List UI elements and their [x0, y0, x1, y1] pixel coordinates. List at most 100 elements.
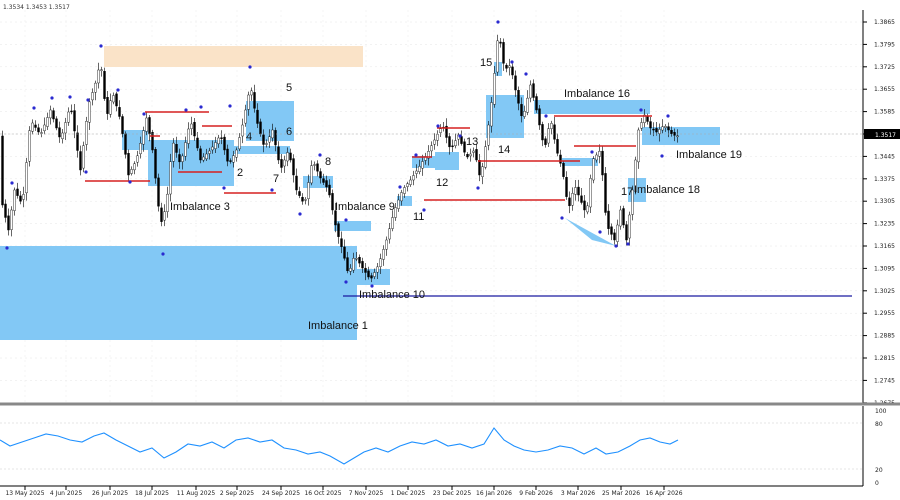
- price-tick-label: 1.2815: [874, 355, 895, 362]
- candle-body: [127, 153, 130, 176]
- candle-body: [274, 130, 277, 146]
- candle-body: [382, 249, 385, 260]
- candle-body: [664, 126, 667, 128]
- candle-body: [361, 261, 364, 269]
- label-2: 2: [237, 167, 243, 179]
- candle-body: [577, 186, 580, 196]
- label-imbalance-1: Imbalance 1: [308, 320, 368, 332]
- price-tick-label: 1.3235: [874, 221, 895, 228]
- imbalance-zones: [0, 46, 720, 340]
- candle-body: [199, 148, 202, 161]
- label-7: 7: [273, 173, 279, 185]
- fractal-marker: [370, 284, 374, 288]
- candle-body: [460, 136, 463, 144]
- candle-body: [160, 207, 163, 222]
- candle-body: [262, 134, 265, 145]
- candle-body: [130, 169, 133, 174]
- candle-body: [355, 258, 358, 260]
- candle-body: [403, 187, 406, 194]
- fractal-marker: [228, 104, 232, 108]
- candle-body: [37, 127, 40, 133]
- candle-body: [316, 163, 319, 172]
- candle-body: [154, 149, 157, 179]
- fractal-marker: [116, 88, 120, 92]
- time-tick-label: 13 May 2025: [5, 490, 44, 497]
- time-tick-label: 11 Aug 2025: [177, 490, 216, 497]
- candle-body: [391, 217, 394, 229]
- candle-body: [97, 69, 100, 84]
- price-tick-label: 1.3305: [874, 198, 895, 205]
- candle-body: [106, 97, 109, 114]
- fractal-marker: [10, 181, 14, 185]
- fractal-marker: [666, 114, 670, 118]
- candle-body: [214, 142, 217, 149]
- candle-body: [463, 141, 466, 153]
- candle-body: [139, 142, 142, 155]
- candle-body: [547, 128, 550, 144]
- candle-body: [91, 92, 94, 101]
- candle-body: [178, 154, 181, 163]
- candle-body: [484, 146, 487, 168]
- candle-body: [574, 187, 577, 195]
- price-tick-label: 1.3865: [874, 19, 895, 26]
- candle-body: [238, 137, 241, 150]
- candle-body: [22, 194, 25, 200]
- fractal-marker: [199, 105, 203, 109]
- candle-body: [19, 195, 22, 202]
- label-imbalance-10: Imbalance 10: [359, 289, 425, 301]
- candle-body: [190, 123, 193, 129]
- candle-body: [253, 92, 256, 109]
- candle-body: [148, 117, 151, 135]
- zone: [562, 158, 598, 166]
- candle-body: [1, 135, 4, 206]
- candle-body: [112, 95, 115, 103]
- candle-body: [466, 154, 469, 158]
- candle-body: [346, 257, 349, 272]
- candle-body: [31, 122, 34, 132]
- candle-body: [61, 132, 64, 140]
- candle-body: [625, 224, 628, 241]
- candle-body: [583, 200, 586, 211]
- candle-body: [370, 275, 373, 279]
- candle-body: [277, 146, 280, 161]
- candle-body: [526, 97, 529, 113]
- oscillator-tick-label: 20: [875, 467, 883, 474]
- candle-body: [205, 153, 208, 160]
- price-tick-label: 1.3795: [874, 41, 895, 48]
- price-tick-label: 1.2885: [874, 333, 895, 340]
- candle-body: [418, 166, 421, 173]
- candle-body: [430, 145, 433, 152]
- candle-body: [559, 154, 562, 164]
- candle-body: [598, 151, 601, 157]
- fractal-marker: [298, 212, 302, 216]
- time-tick-label: 16 Apr 2026: [645, 490, 682, 497]
- oscillator-tick-label: 80: [875, 421, 883, 428]
- zone: [435, 152, 459, 170]
- candle-body: [637, 129, 640, 163]
- candle-body: [157, 177, 160, 207]
- zone: [343, 269, 390, 285]
- candle-body: [232, 155, 235, 163]
- candle-body: [301, 196, 304, 202]
- candle-body: [226, 148, 229, 162]
- candle-body: [646, 116, 649, 122]
- oscillator-pane: 100 80 20 0: [0, 408, 887, 487]
- fractal-marker: [560, 216, 564, 220]
- candle-body: [142, 130, 145, 145]
- candle-body: [472, 150, 475, 153]
- fractal-marker: [86, 98, 90, 102]
- label-8: 8: [325, 156, 331, 168]
- annotations: Imbalance 1 Imbalance 3 Imbalance 9 Imba…: [170, 57, 742, 332]
- candle-body: [163, 211, 166, 221]
- candle-body: [94, 82, 97, 93]
- current-price-label: 1.3517: [875, 132, 896, 139]
- candle-body: [343, 246, 346, 259]
- candle-body: [73, 110, 76, 132]
- candle-body: [517, 90, 520, 104]
- candle-body: [286, 152, 289, 162]
- candle-body: [280, 159, 283, 168]
- zone-imbalance-19: [642, 127, 720, 145]
- candle-body: [385, 239, 388, 250]
- candle-body: [520, 104, 523, 117]
